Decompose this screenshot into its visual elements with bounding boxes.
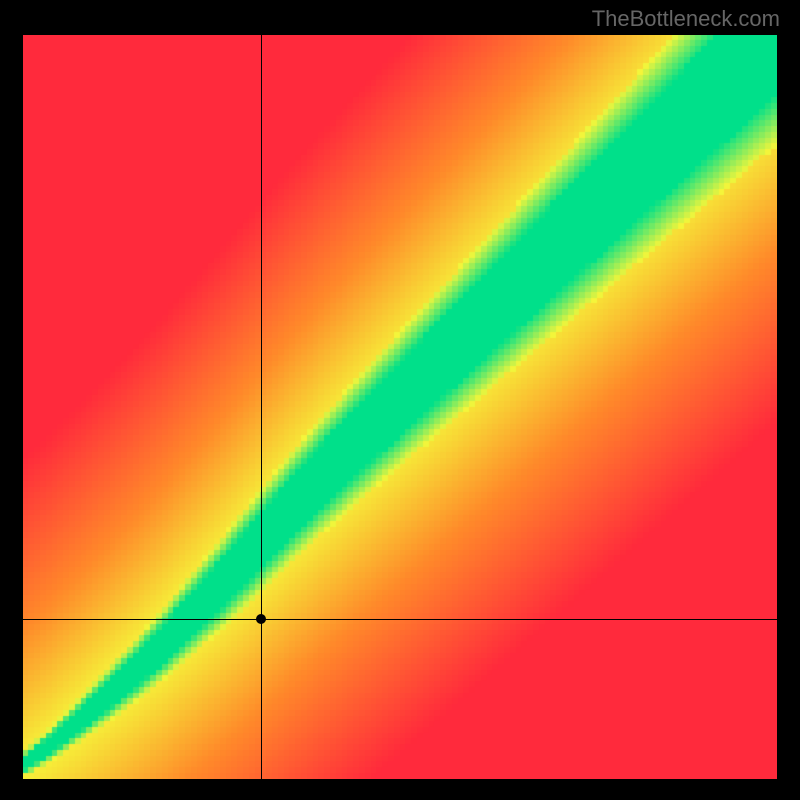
crosshair-vertical xyxy=(261,35,262,779)
heatmap-plot-area xyxy=(23,35,777,779)
heatmap-canvas xyxy=(23,35,777,779)
chart-container: TheBottleneck.com xyxy=(0,0,800,800)
watermark-text: TheBottleneck.com xyxy=(592,6,780,32)
crosshair-marker-dot xyxy=(256,614,266,624)
crosshair-horizontal xyxy=(23,619,777,620)
